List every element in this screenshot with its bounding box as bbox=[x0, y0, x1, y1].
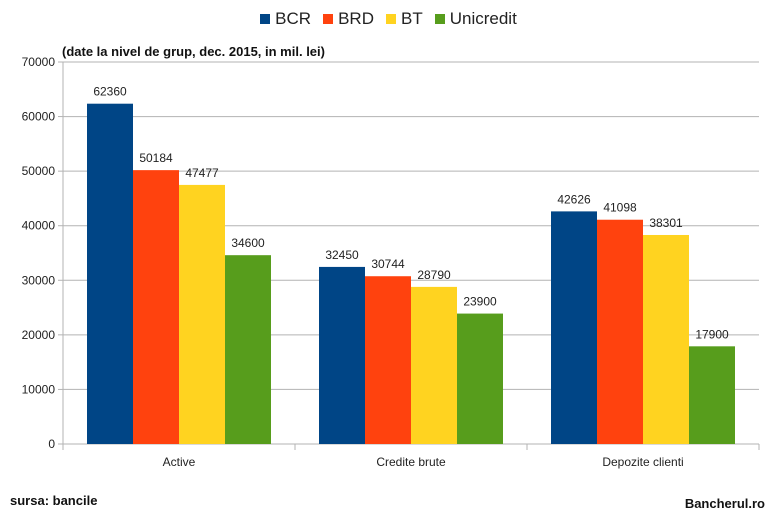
y-tick-label: 10000 bbox=[22, 382, 56, 396]
bar-brd-2 bbox=[597, 219, 643, 444]
data-label: 17900 bbox=[695, 327, 729, 341]
data-label: 47477 bbox=[185, 166, 219, 180]
source-label: sursa: bancile bbox=[10, 493, 98, 508]
bar-unicredit-2 bbox=[689, 346, 735, 444]
legend-label: BT bbox=[400, 9, 423, 28]
data-label: 23900 bbox=[463, 295, 497, 309]
data-label: 50184 bbox=[139, 151, 173, 165]
data-label: 42626 bbox=[557, 192, 591, 206]
data-label: 28790 bbox=[417, 268, 451, 282]
bar-brd-1 bbox=[365, 276, 411, 444]
x-category-label: Depozite clienti bbox=[602, 455, 683, 469]
bar-bcr-1 bbox=[319, 266, 365, 444]
legend-swatch bbox=[434, 14, 445, 24]
legend-item-unicredit: Unicredit bbox=[434, 9, 517, 29]
x-category-label: Credite brute bbox=[376, 455, 446, 469]
bar-brd-0 bbox=[133, 170, 179, 445]
legend-item-bt: BT bbox=[385, 9, 423, 29]
legend-label: BRD bbox=[338, 9, 374, 28]
data-label: 41098 bbox=[603, 201, 637, 215]
legend-swatch bbox=[385, 14, 396, 24]
y-tick-label: 0 bbox=[48, 437, 55, 451]
y-tick-label: 60000 bbox=[22, 110, 56, 124]
bar-bt-0 bbox=[179, 184, 225, 444]
x-category-label: Active bbox=[163, 455, 196, 469]
data-label: 30744 bbox=[371, 257, 405, 271]
legend-item-bcr: BCR bbox=[260, 9, 311, 29]
legend: BCR BRD BT Unicredit bbox=[0, 9, 777, 29]
data-label: 62360 bbox=[93, 85, 127, 99]
bar-bt-1 bbox=[411, 286, 457, 444]
y-tick-label: 70000 bbox=[22, 55, 56, 69]
bar-bt-2 bbox=[643, 234, 689, 444]
chart-note: (date la nivel de grup, dec. 2015, in mi… bbox=[62, 44, 325, 59]
bar-bcr-2 bbox=[551, 211, 597, 444]
legend-item-brd: BRD bbox=[323, 9, 374, 29]
legend-swatch bbox=[260, 14, 271, 24]
bar-bcr-0 bbox=[87, 103, 133, 445]
bar-unicredit-0 bbox=[225, 255, 271, 444]
brand-label: Bancherul.ro bbox=[684, 496, 765, 511]
y-tick-label: 30000 bbox=[22, 273, 56, 287]
bar-unicredit-1 bbox=[457, 313, 503, 444]
legend-label: Unicredit bbox=[449, 9, 517, 28]
y-tick-label: 20000 bbox=[22, 328, 56, 342]
data-label: 38301 bbox=[649, 216, 683, 230]
legend-label: BCR bbox=[275, 9, 312, 28]
y-tick-label: 50000 bbox=[22, 164, 56, 178]
data-label: 34600 bbox=[231, 236, 265, 250]
legend-swatch bbox=[323, 14, 334, 24]
data-label: 32450 bbox=[325, 248, 359, 262]
y-tick-label: 40000 bbox=[22, 219, 56, 233]
